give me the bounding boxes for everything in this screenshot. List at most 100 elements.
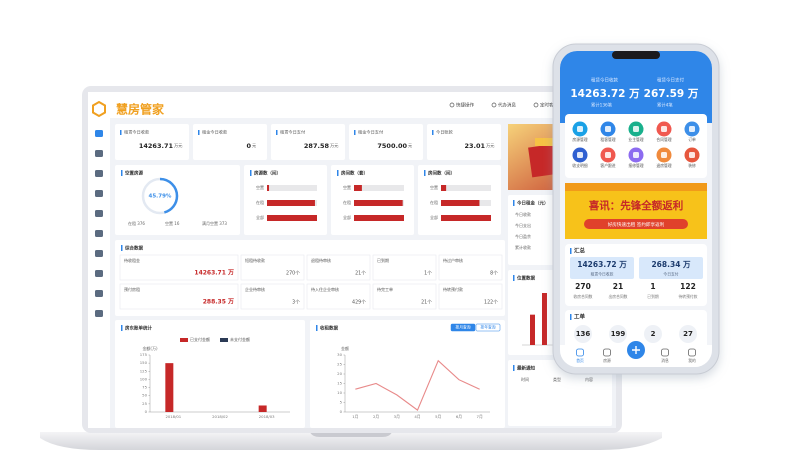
overview-value: 8个 [490,271,498,277]
overview-label: 已到期 [377,257,389,263]
nav-label[interactable]: 房源 [603,358,611,363]
y-tick-label: 20 [337,371,342,376]
overview-cell [372,283,437,310]
legend-swatch [220,338,228,342]
overview-cell [438,283,503,310]
logo-text: 慧房管家 [116,102,165,117]
bar-category: 全部 [256,214,264,220]
icon-card [565,114,707,178]
panel [115,124,189,160]
bar [165,363,174,412]
overview-cell [119,283,239,310]
line [355,359,480,411]
bar [441,200,480,206]
notice-header: 时间 [521,376,529,382]
y-tick-label: 175 [140,352,148,357]
count-label: 已到期 [647,294,659,299]
y-tick-label: 25 [337,362,342,367]
panel-title: 今日租金（元） [517,200,549,207]
panel-title: 收租数据 [320,325,338,332]
title-bar [250,170,252,176]
title-bar [513,365,515,371]
stat-value: 0 [246,142,251,150]
stat-value: 14263.71 [139,142,174,150]
stat-unit: 万元 [174,143,182,149]
axis-title: 金额(万) [142,345,158,351]
toolbar-item: 代办消息 [498,102,516,109]
x-tick-label: 6月 [456,414,462,419]
banner-title: 喜讯：先锋全额返利 [589,199,684,212]
bar-track [354,185,404,191]
x-tick-label: 7月 [477,414,483,419]
stat-tile [570,257,634,279]
rent-label: 累计收款 [515,244,531,250]
phone-notch [612,51,660,59]
app-icon-glyph [605,152,611,158]
panel-title: 房间数（间） [428,170,455,177]
banner-button [584,219,688,229]
bar [530,314,535,345]
sidebar-icon [95,270,103,277]
nav-icon [661,348,669,357]
bar-category: 在租 [430,199,438,205]
overview-label: 待过户审核 [443,257,463,263]
overview-value: 122个 [484,300,498,306]
sidebar-icon [95,190,103,197]
gauge-label: 45.79% [149,194,172,200]
toolbar-item: 定时客户 [540,102,558,109]
y-tick-label: 5 [340,400,343,405]
notice-header: 类型 [553,376,561,382]
count-label: 出房合同数 [609,294,628,299]
overview-value: 3个 [292,300,300,306]
logo-icon [92,100,106,118]
app-icon-glyph [689,152,695,158]
count-badge [574,325,592,343]
workorder-card [565,310,707,350]
app-label: 退房管理 [656,163,671,168]
overview-value: 429个 [352,300,366,306]
count-value: 122 [680,282,696,291]
overview-label: 待转预付款 [443,286,463,292]
rent-label: 今日收款 [515,211,531,217]
y-tick-label: 30 [337,352,342,357]
panel-title: 最新通知 [517,365,535,372]
app-icon-glyph [633,152,639,158]
stat-value: 287.58 [304,142,330,150]
stat-label: 租赁今日收款 [124,129,150,136]
title-bar [432,130,434,135]
bar [354,185,362,191]
x-tick-label: 2018/03 [259,414,275,419]
y-tick-label: 0 [145,409,148,414]
nav-label[interactable]: 消息 [661,358,669,363]
nav-label[interactable]: 我的 [688,358,696,363]
tile-value: 14263.72 万 [577,260,627,269]
panel [310,320,505,428]
title-bar [570,314,572,320]
tab [475,323,501,332]
overview-label: 待完工单 [377,286,393,292]
panel [115,320,305,428]
app-label: 房源管理 [572,137,587,142]
panel [508,360,612,426]
overview-label: 待入住企业审核 [311,286,339,292]
rent-label: 今日支出 [515,222,531,228]
count-label: 待转预付款 [679,294,698,299]
nav-label[interactable]: 首页 [576,358,584,363]
y-tick-label: 75 [142,385,147,390]
x-tick-label: 2月 [373,414,379,419]
axis-title: 金额 [341,345,349,351]
banner-stripe [565,183,707,191]
bar-category: 空置 [430,184,438,190]
title-bar [337,170,339,176]
stat-unit: 万元 [330,143,338,149]
nav-icon [576,348,584,357]
title-bar [316,325,318,331]
app-icon-glyph [661,152,667,158]
section-title: 工单 [574,313,586,321]
phone-header [560,51,712,123]
stat-label: 租金今日收款 [202,129,228,136]
count-value: 1 [650,282,655,291]
panel-title: 房间数（套） [341,170,368,177]
